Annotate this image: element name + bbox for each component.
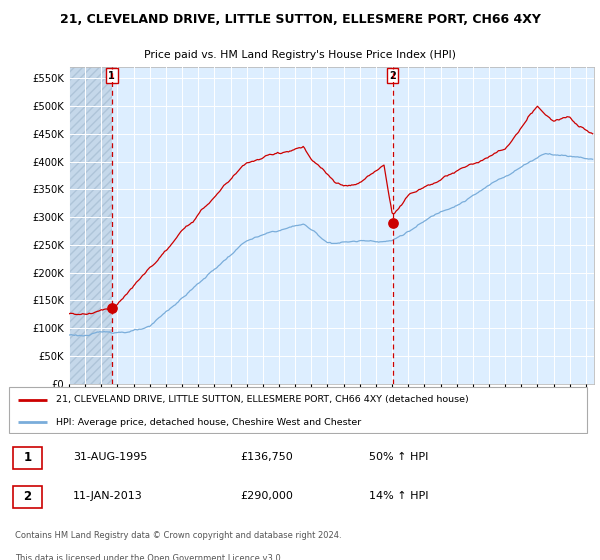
Point <box>107 303 116 312</box>
Text: £290,000: £290,000 <box>240 492 293 501</box>
FancyBboxPatch shape <box>13 486 42 508</box>
Text: 31-AUG-1995: 31-AUG-1995 <box>73 452 148 463</box>
FancyBboxPatch shape <box>13 447 42 469</box>
Text: 1: 1 <box>23 451 32 464</box>
Text: 11-JAN-2013: 11-JAN-2013 <box>73 492 143 501</box>
Bar <box>69 67 112 384</box>
Text: Price paid vs. HM Land Registry's House Price Index (HPI): Price paid vs. HM Land Registry's House … <box>144 50 456 60</box>
FancyBboxPatch shape <box>9 388 587 433</box>
Text: 21, CLEVELAND DRIVE, LITTLE SUTTON, ELLESMERE PORT, CH66 4XY: 21, CLEVELAND DRIVE, LITTLE SUTTON, ELLE… <box>59 13 541 26</box>
Point <box>388 218 397 227</box>
Text: 2: 2 <box>389 71 396 81</box>
Text: This data is licensed under the Open Government Licence v3.0.: This data is licensed under the Open Gov… <box>15 554 283 560</box>
Text: HPI: Average price, detached house, Cheshire West and Chester: HPI: Average price, detached house, Ches… <box>56 418 361 427</box>
Text: 2: 2 <box>23 490 32 503</box>
Text: 14% ↑ HPI: 14% ↑ HPI <box>368 492 428 501</box>
Text: £136,750: £136,750 <box>240 452 293 463</box>
Text: 1: 1 <box>109 71 115 81</box>
Text: Contains HM Land Registry data © Crown copyright and database right 2024.: Contains HM Land Registry data © Crown c… <box>15 531 341 540</box>
Text: 21, CLEVELAND DRIVE, LITTLE SUTTON, ELLESMERE PORT, CH66 4XY (detached house): 21, CLEVELAND DRIVE, LITTLE SUTTON, ELLE… <box>56 395 469 404</box>
Text: 50% ↑ HPI: 50% ↑ HPI <box>368 452 428 463</box>
